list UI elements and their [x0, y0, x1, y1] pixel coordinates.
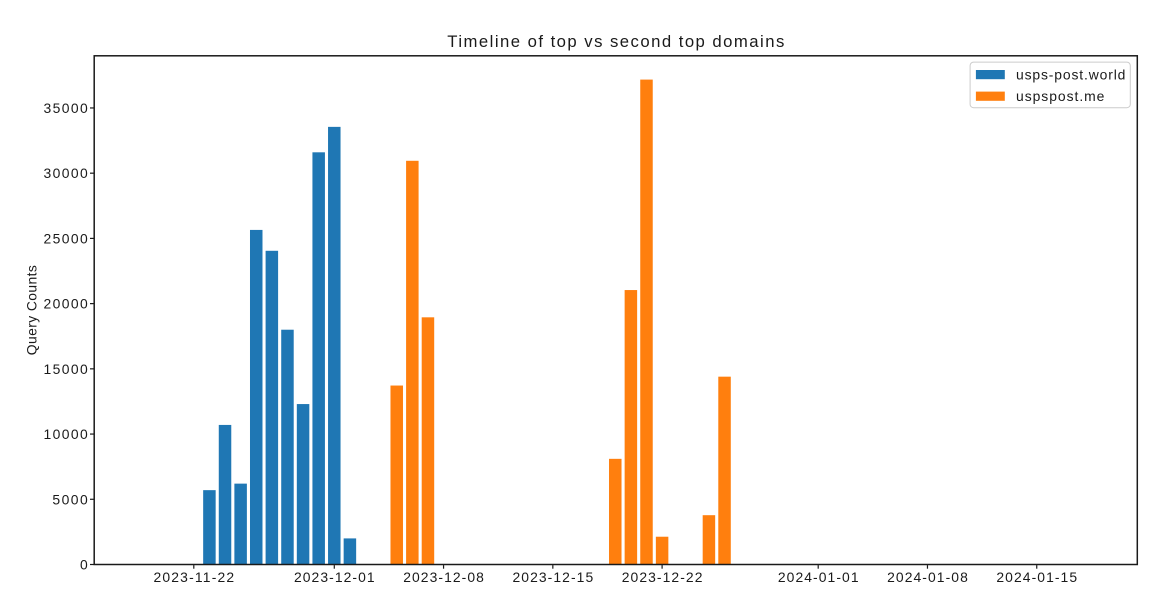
svg-text:2024-01-01: 2024-01-01	[778, 569, 859, 585]
svg-text:15000: 15000	[44, 361, 88, 377]
svg-text:2023-11-22: 2023-11-22	[153, 569, 234, 585]
svg-text:2024-01-15: 2024-01-15	[996, 569, 1077, 585]
svg-text:35000: 35000	[44, 100, 88, 116]
svg-text:20000: 20000	[44, 296, 88, 312]
svg-text:5000: 5000	[52, 491, 88, 507]
svg-text:usps-post.world: usps-post.world	[1016, 66, 1125, 82]
svg-text:2023-12-15: 2023-12-15	[512, 569, 593, 585]
svg-text:2024-01-08: 2024-01-08	[887, 569, 968, 585]
svg-text:30000: 30000	[44, 165, 88, 181]
svg-text:0: 0	[80, 557, 88, 573]
svg-text:10000: 10000	[44, 426, 88, 442]
svg-text:2023-12-22: 2023-12-22	[622, 569, 703, 585]
svg-text:uspspost.me: uspspost.me	[1016, 88, 1105, 104]
svg-text:25000: 25000	[44, 230, 88, 246]
svg-text:Query Counts: Query Counts	[23, 265, 39, 355]
svg-text:2023-12-08: 2023-12-08	[403, 569, 484, 585]
svg-text:Timeline of top vs second top: Timeline of top vs second top domains	[447, 32, 784, 51]
svg-text:2023-12-01: 2023-12-01	[294, 569, 375, 585]
